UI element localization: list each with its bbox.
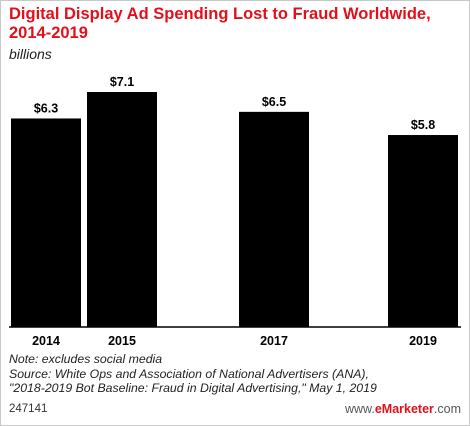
value-labels-group: $6.3 $7.1 $6.5 $5.8 <box>34 75 435 132</box>
bar-value-label-2014: $6.3 <box>34 101 58 115</box>
brand-logo[interactable]: www.eMarketer.com <box>345 402 461 416</box>
bar-value-label-2019: $5.8 <box>411 118 435 132</box>
x-tick-label-2014: 2014 <box>32 334 60 348</box>
chart-title: Digital Display Ad Spending Lost to Frau… <box>9 5 431 42</box>
chart-id: 247141 <box>9 403 48 415</box>
x-tick-label-2019: 2019 <box>409 334 437 348</box>
bar-value-label-2015: $7.1 <box>110 75 134 89</box>
note-text: Note: excludes social media <box>9 352 163 366</box>
brand-name: eMarketer <box>374 402 434 416</box>
chart-notes: Note: excludes social media Source: Whit… <box>9 352 464 396</box>
source-line-2: "2018-2019 Bot Baseline: Fraud in Digita… <box>9 381 377 395</box>
x-tick-label-2017: 2017 <box>260 334 288 348</box>
brand-prefix: www. <box>344 402 375 416</box>
x-tick-label-2015: 2015 <box>108 334 136 348</box>
bar-2014 <box>11 118 81 327</box>
x-tick-labels-group: 2014 2015 2017 2019 <box>32 334 437 348</box>
source-line-1: Source: White Ops and Association of Nat… <box>9 366 369 381</box>
bar-2015 <box>87 92 157 327</box>
bar-value-label-2017: $6.5 <box>262 95 286 109</box>
bar-2017 <box>239 111 309 327</box>
bar-2019 <box>388 135 458 327</box>
bars-group <box>11 92 458 327</box>
chart-subtitle: billions <box>9 46 52 62</box>
brand-suffix: .com <box>433 402 461 416</box>
